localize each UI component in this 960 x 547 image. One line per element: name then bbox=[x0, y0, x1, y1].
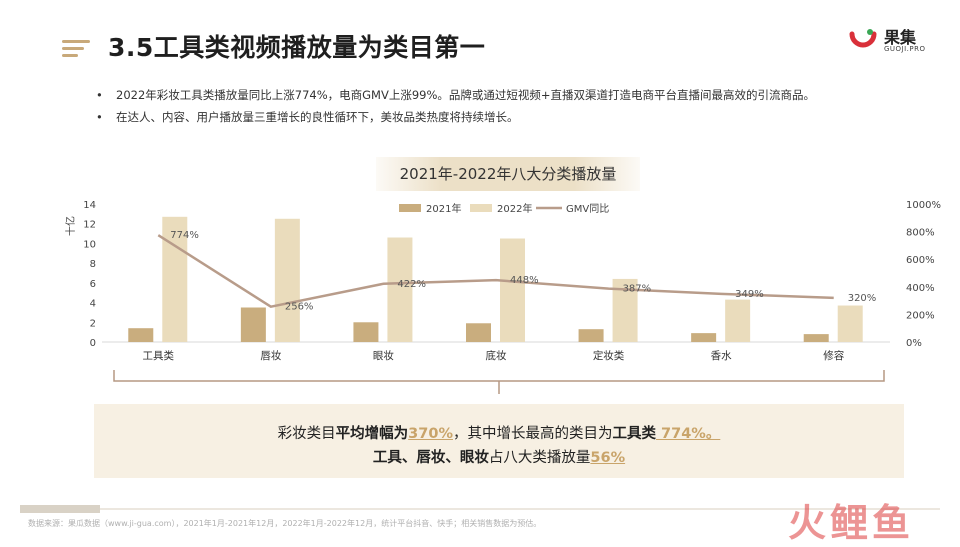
bar-2021 bbox=[240, 307, 266, 342]
y2-tick-label: 800% bbox=[906, 228, 935, 239]
y-tick-label: 12 bbox=[83, 220, 96, 231]
y-tick-label: 14 bbox=[83, 200, 96, 211]
page-title: 3.5工具类视频播放量为类目第一 bbox=[108, 33, 486, 62]
legend-label: 2022年 bbox=[497, 202, 532, 215]
y-tick-label: 4 bbox=[90, 299, 96, 310]
y2-tick-label: 0% bbox=[906, 338, 922, 349]
legend-label: GMV同比 bbox=[566, 203, 609, 215]
gmv-data-label: 448% bbox=[510, 275, 539, 286]
y-tick-label: 2 bbox=[90, 318, 96, 329]
summary-highlight: 370% bbox=[408, 426, 453, 442]
gmv-line bbox=[157, 234, 834, 308]
summary-line-2: 工具、唇妆、眼妆占八大类播放量56% bbox=[94, 446, 904, 467]
y2-tick-label: 400% bbox=[906, 283, 935, 294]
y2-tick-label: 1000% bbox=[906, 200, 941, 211]
summary-bold: ，其中增长最高的类目为 bbox=[452, 426, 613, 442]
footer-divider bbox=[100, 508, 940, 510]
summary-bold: 工具类 bbox=[612, 426, 656, 442]
summary-box: 彩妆类目平均增幅为370%，其中增长最高的类目为工具类 774%。 工具、唇妆、… bbox=[94, 404, 904, 478]
bullet-item: 在达人、内容、用户播放量三重增长的良性循环下，美妆品类热度将持续增长。 bbox=[96, 106, 936, 128]
x-tick-label: 定妆类 bbox=[593, 349, 625, 362]
x-tick-label: 香水 bbox=[711, 350, 732, 362]
summary-bold: 平均增幅为 bbox=[335, 426, 409, 442]
bar-2022 bbox=[162, 216, 188, 342]
gmv-data-label: 256% bbox=[285, 302, 314, 313]
x-tick-label: 唇妆 bbox=[260, 349, 281, 362]
bar-2021 bbox=[128, 328, 154, 342]
legend-label: 2021年 bbox=[426, 202, 461, 215]
bar-2022 bbox=[837, 305, 863, 342]
bar-2022 bbox=[725, 299, 751, 342]
logo-mark-icon bbox=[849, 29, 877, 48]
x-tick-label: 修容 bbox=[823, 349, 844, 362]
bar-2022 bbox=[500, 238, 525, 342]
summary-highlight: 56% bbox=[590, 450, 626, 466]
bar-2022 bbox=[274, 218, 300, 342]
footer-source: 数据来源：果瓜数据（www.ji-gua.com），2021年1月-2021年1… bbox=[28, 519, 542, 528]
y2-tick-label: 200% bbox=[906, 310, 935, 321]
summary-text: 占八大类播放量 bbox=[488, 450, 591, 466]
title-menu-icon bbox=[62, 40, 90, 58]
bar-2021 bbox=[803, 334, 829, 342]
gmv-data-label: 349% bbox=[735, 289, 764, 300]
logo-subtext: GUOJI.PRO bbox=[884, 45, 926, 53]
summary-bold: 工具、唇妆、眼妆 bbox=[372, 450, 489, 466]
group-bracket bbox=[113, 370, 885, 382]
bar-2022 bbox=[387, 237, 413, 342]
legend-swatch-2021 bbox=[399, 204, 421, 212]
y-tick-label: 6 bbox=[90, 279, 96, 290]
watermark: 火鲤鱼 bbox=[788, 501, 915, 545]
summary-text: 彩妆类目 bbox=[277, 426, 336, 442]
y-tick-label: 8 bbox=[90, 259, 96, 270]
x-tick-label: 工具类 bbox=[143, 349, 175, 362]
logo-text: 果集 bbox=[884, 28, 917, 47]
brand-logo: 果集 GUOJI.PRO bbox=[848, 24, 938, 60]
summary-highlight: 774%。 bbox=[655, 426, 721, 442]
y2-tick-label: 600% bbox=[906, 255, 935, 266]
footer-accent bbox=[20, 505, 100, 513]
x-tick-label: 底妆 bbox=[486, 349, 507, 362]
legend-swatch-2022 bbox=[470, 204, 492, 212]
y-tick-label: 10 bbox=[83, 239, 96, 250]
y-axis-label: 十亿 bbox=[64, 216, 77, 236]
gmv-data-label: 320% bbox=[848, 293, 877, 304]
bar-2021 bbox=[466, 323, 491, 342]
gmv-data-label: 422% bbox=[397, 279, 426, 290]
bar-2021 bbox=[691, 333, 717, 342]
summary-line-1: 彩妆类目平均增幅为370%，其中增长最高的类目为工具类 774%。 bbox=[94, 422, 904, 443]
bullet-item: 2022年彩妆工具类播放量同比上涨774%，电商GMV上涨99%。品牌或通过短视… bbox=[96, 84, 936, 106]
bullet-list: 2022年彩妆工具类播放量同比上涨774%，电商GMV上涨99%。品牌或通过短视… bbox=[96, 84, 936, 128]
gmv-data-label: 774% bbox=[170, 230, 199, 241]
bar-2021 bbox=[353, 322, 379, 342]
gmv-data-label: 387% bbox=[623, 284, 652, 295]
y-tick-label: 0 bbox=[90, 338, 96, 349]
chart-title: 2021年-2022年八大分类播放量 bbox=[376, 157, 640, 191]
x-tick-label: 眼妆 bbox=[373, 349, 394, 362]
bar-2021 bbox=[578, 329, 604, 342]
